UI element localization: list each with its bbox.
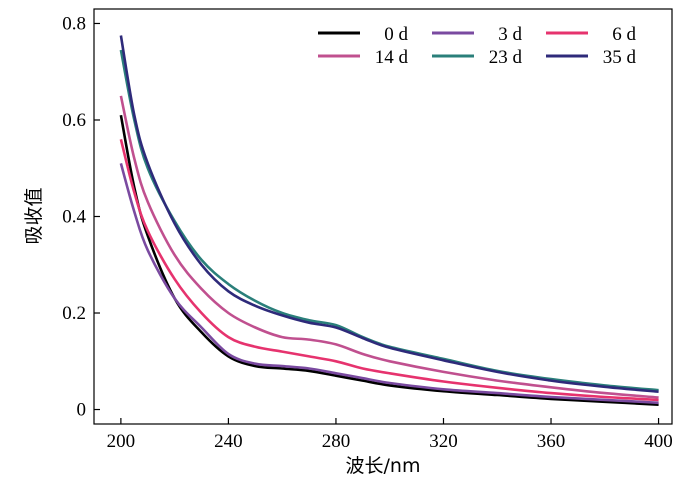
x-axis-label: 波长/nm xyxy=(346,455,421,477)
series-line-3d xyxy=(119,163,659,405)
y-tick-label: 0.6 xyxy=(62,110,86,131)
legend-label-23d: 23 d xyxy=(489,47,523,68)
series-line-6d xyxy=(119,138,659,402)
legend-label-3d: 3 d xyxy=(498,24,522,45)
series-line-23d xyxy=(119,49,659,392)
y-tick-label: 0.4 xyxy=(62,207,86,228)
legend-label-0d: 0 d xyxy=(384,24,408,45)
legend-label-35d: 35 d xyxy=(603,47,637,68)
x-tick-label: 360 xyxy=(537,431,566,452)
y-axis-label: 吸收值 xyxy=(23,187,45,244)
series-line-35d xyxy=(119,35,659,393)
series-line-14d xyxy=(119,95,659,399)
y-tick-label: 0.8 xyxy=(62,13,86,34)
x-axis: 200 240 280 320 360 400 xyxy=(107,418,673,452)
x-tick-label: 400 xyxy=(644,431,673,452)
x-tick-label: 200 xyxy=(107,431,136,452)
x-tick-label: 240 xyxy=(214,431,243,452)
legend-label-6d: 6 d xyxy=(612,24,636,45)
series-layer xyxy=(119,35,659,406)
plot-frame xyxy=(93,8,673,425)
x-tick-label: 320 xyxy=(429,431,458,452)
legend-label-14d: 14 d xyxy=(375,47,409,68)
y-tick-label: 0.2 xyxy=(62,303,86,324)
x-tick-label: 280 xyxy=(322,431,351,452)
legend: 0 d 3 d 6 d 14 d 23 d 35 d xyxy=(318,24,637,68)
series-line-0d xyxy=(119,114,659,406)
y-tick-label: 0 xyxy=(77,400,87,421)
y-axis: 0 0.2 0.4 0.6 0.8 xyxy=(62,13,100,421)
